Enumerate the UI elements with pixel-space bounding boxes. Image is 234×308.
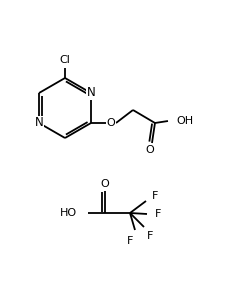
Text: OH: OH bbox=[176, 116, 193, 126]
Text: O: O bbox=[107, 118, 115, 128]
Text: F: F bbox=[147, 231, 153, 241]
Text: O: O bbox=[101, 179, 109, 189]
Text: F: F bbox=[127, 236, 133, 246]
Text: O: O bbox=[146, 145, 154, 155]
Text: N: N bbox=[35, 116, 43, 129]
Text: Cl: Cl bbox=[60, 55, 70, 65]
Text: N: N bbox=[87, 87, 95, 99]
Text: F: F bbox=[155, 209, 161, 219]
Text: F: F bbox=[152, 191, 158, 201]
Text: HO: HO bbox=[60, 208, 77, 218]
